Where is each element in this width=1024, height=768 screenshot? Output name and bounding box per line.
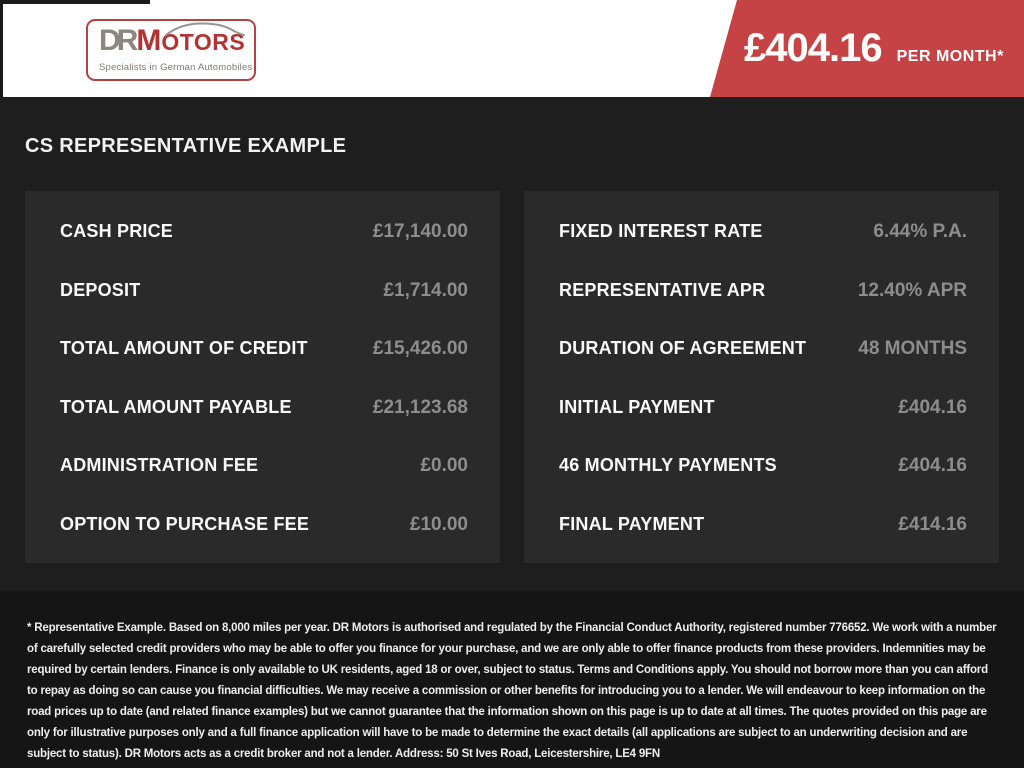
price-ribbon: £404.16 PER MONTH* bbox=[710, 0, 1024, 97]
finance-row-value: £21,123.68 bbox=[372, 396, 468, 418]
logo-wordmark: DR M OTORS bbox=[99, 22, 254, 59]
logo-text-dr: DR bbox=[99, 24, 138, 57]
finance-row-value: £404.16 bbox=[898, 455, 967, 477]
finance-row-label: OPTION TO PURCHASE FEE bbox=[60, 513, 310, 534]
screenshot-edge-artifact-top bbox=[0, 0, 150, 4]
disclaimer-footer: * Representative Example. Based on 8,000… bbox=[0, 591, 1024, 768]
monthly-price: £404.16 bbox=[744, 26, 883, 70]
finance-row-label: DURATION OF AGREEMENT bbox=[559, 338, 807, 359]
finance-row-value: £414.16 bbox=[898, 513, 967, 535]
fixed-interest-rate-row: FIXED INTEREST RATE 6.44% P.A. bbox=[559, 221, 967, 243]
page-title: CS REPRESENTATIVE EXAMPLE bbox=[25, 135, 347, 157]
duration-of-agreement-row: DURATION OF AGREEMENT 48 MONTHS bbox=[559, 338, 967, 360]
finance-row-value: £17,140.00 bbox=[372, 221, 468, 242]
finance-row-label: DEPOSIT bbox=[60, 279, 141, 300]
finance-panel-right: FIXED INTEREST RATE 6.44% P.A. REPRESENT… bbox=[524, 191, 999, 563]
page-header: DR M OTORS Specialists in German Automob… bbox=[0, 0, 1024, 97]
finance-row-value: £404.16 bbox=[898, 396, 967, 418]
logo-tagline: Specialists in German Automobiles bbox=[99, 62, 253, 73]
finance-panels: CASH PRICE £17,140.00 DEPOSIT £1,714.00 … bbox=[25, 191, 999, 563]
cash-price-row: CASH PRICE £17,140.00 bbox=[60, 221, 468, 243]
total-amount-of-credit-row: TOTAL AMOUNT OF CREDIT £15,426.00 bbox=[60, 338, 468, 360]
finance-row-label: TOTAL AMOUNT OF CREDIT bbox=[60, 338, 308, 359]
total-amount-payable-row: TOTAL AMOUNT PAYABLE £21,123.68 bbox=[60, 397, 468, 419]
representative-apr-row: REPRESENTATIVE APR 12.40% APR bbox=[559, 280, 967, 302]
finance-row-label: INITIAL PAYMENT bbox=[559, 396, 715, 417]
administration-fee-row: ADMINISTRATION FEE £0.00 bbox=[60, 455, 468, 477]
finance-row-value: £0.00 bbox=[420, 455, 468, 477]
finance-panel-left: CASH PRICE £17,140.00 DEPOSIT £1,714.00 … bbox=[25, 191, 500, 563]
finance-row-value: 48 MONTHS bbox=[858, 338, 967, 360]
finance-row-label: ADMINISTRATION FEE bbox=[60, 455, 259, 476]
finance-row-value: £10.00 bbox=[409, 513, 468, 535]
logo-text-m: M bbox=[136, 24, 162, 57]
car-silhouette-icon bbox=[164, 21, 246, 42]
finance-row-label: REPRESENTATIVE APR bbox=[559, 279, 766, 300]
monthly-payments-row: 46 MONTHLY PAYMENTS £404.16 bbox=[559, 455, 967, 477]
finance-row-value: 6.44% P.A. bbox=[873, 221, 967, 242]
screenshot-edge-artifact-left bbox=[0, 0, 3, 97]
finance-row-value: £15,426.00 bbox=[372, 338, 468, 360]
finance-row-label: TOTAL AMOUNT PAYABLE bbox=[60, 396, 292, 417]
monthly-price-period: PER MONTH* bbox=[896, 48, 1004, 65]
finance-row-label: FINAL PAYMENT bbox=[559, 513, 705, 534]
finance-row-value: £1,714.00 bbox=[383, 279, 468, 301]
finance-row-label: CASH PRICE bbox=[60, 221, 174, 241]
finance-row-label: 46 MONTHLY PAYMENTS bbox=[559, 455, 777, 476]
option-to-purchase-fee-row: OPTION TO PURCHASE FEE £10.00 bbox=[60, 514, 468, 536]
price-ribbon-content: £404.16 PER MONTH* bbox=[744, 26, 1004, 71]
final-payment-row: FINAL PAYMENT £414.16 bbox=[559, 514, 967, 536]
logo-text-otors: OTORS bbox=[161, 29, 246, 55]
finance-row-value: 12.40% APR bbox=[857, 279, 967, 301]
deposit-row: DEPOSIT £1,714.00 bbox=[60, 280, 468, 302]
finance-example-section: CS REPRESENTATIVE EXAMPLE CASH PRICE £17… bbox=[0, 135, 1024, 563]
disclaimer-text: * Representative Example. Based on 8,000… bbox=[27, 621, 997, 760]
initial-payment-row: INITIAL PAYMENT £404.16 bbox=[559, 397, 967, 419]
dr-motors-logo: DR M OTORS Specialists in German Automob… bbox=[86, 19, 256, 81]
finance-row-label: FIXED INTEREST RATE bbox=[559, 221, 763, 241]
